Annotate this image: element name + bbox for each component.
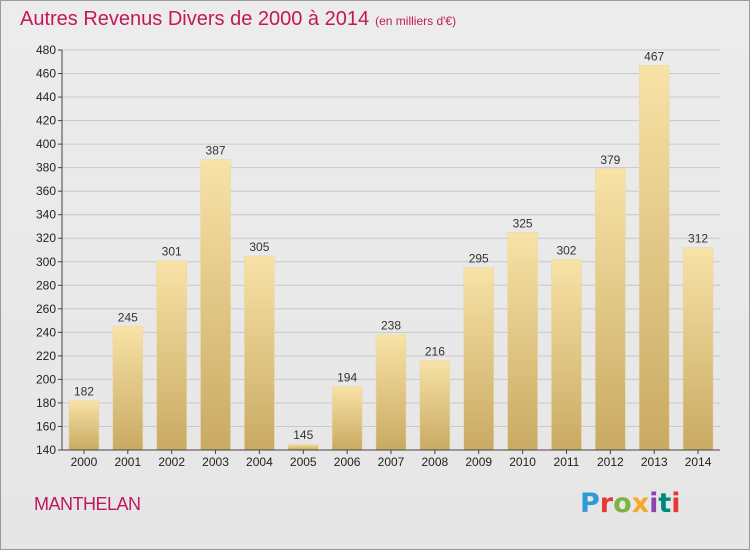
bar <box>112 326 144 451</box>
x-tick-label: 2010 <box>509 455 536 469</box>
x-tick-label: 2012 <box>597 455 624 469</box>
bar-value-label: 312 <box>688 232 708 246</box>
y-tick-label: 400 <box>36 137 56 151</box>
bar <box>375 334 407 451</box>
y-tick-label: 340 <box>36 208 56 222</box>
x-tick-label: 2011 <box>554 455 580 469</box>
bar-value-label: 238 <box>381 319 401 333</box>
x-tick-label: 2007 <box>378 455 405 469</box>
x-tick-label: 2001 <box>114 455 141 469</box>
y-tick-label: 240 <box>36 325 56 339</box>
y-tick-label: 300 <box>36 255 56 269</box>
bar <box>419 360 451 451</box>
bar <box>551 259 582 451</box>
y-tick-label: 140 <box>36 443 56 457</box>
bars: 182 245 301 387 305 145 194 238 216 295 325 302 379 4… <box>68 49 714 451</box>
bar-value-label: 305 <box>249 240 269 254</box>
bar-value-label: 379 <box>600 153 620 167</box>
x-tick-label: 2002 <box>158 455 185 469</box>
bar-value-label: 182 <box>74 385 94 399</box>
bar <box>288 443 319 451</box>
bar-value-label: 216 <box>425 345 445 359</box>
y-tick-label: 440 <box>36 90 56 104</box>
y-tick-label: 160 <box>36 419 56 433</box>
y-tick-label: 180 <box>36 396 56 410</box>
x-tick-label: 2006 <box>334 455 361 469</box>
bar <box>331 386 363 451</box>
bar-value-label: 194 <box>337 370 357 384</box>
x-tick-label: 2000 <box>71 455 98 469</box>
y-tick-label: 320 <box>36 231 56 245</box>
chart-title: Autres Revenus Divers de 2000 à 2014 <box>20 8 370 30</box>
chart-title-row: Autres Revenus Divers de 2000 à 2014 (en … <box>20 8 456 31</box>
bar-value-label: 467 <box>644 49 664 63</box>
bar <box>244 255 275 451</box>
bar <box>638 65 670 451</box>
bar-value-label: 145 <box>293 428 313 442</box>
x-tick-label: 2009 <box>465 455 492 469</box>
proxiti-logo: Proxiti <box>580 488 681 519</box>
bar <box>200 159 231 451</box>
bar <box>507 232 538 451</box>
y-tick-label: 420 <box>36 114 56 128</box>
bar <box>156 260 187 451</box>
bar-value-label: 295 <box>469 252 489 266</box>
x-tick-label: 2008 <box>422 455 449 469</box>
x-axis: 2000 2001 2002 2003 2004 2005 2006 2007 2008 2009… <box>62 449 720 469</box>
bar-value-label: 245 <box>118 310 138 324</box>
y-tick-label: 260 <box>36 302 56 316</box>
x-tick-label: 2003 <box>202 455 229 469</box>
y-tick-label: 460 <box>36 67 56 81</box>
x-tick-label: 2005 <box>290 455 317 469</box>
y-tick-label: 360 <box>36 184 56 198</box>
commune-name: MANTHELAN <box>34 494 141 514</box>
bar <box>463 267 494 451</box>
y-tick-label: 280 <box>36 278 56 292</box>
bar <box>595 168 626 451</box>
bar <box>682 247 714 451</box>
x-tick-label: 2014 <box>685 455 712 469</box>
y-tick-label: 480 <box>36 43 56 57</box>
x-tick-label: 2013 <box>641 455 668 469</box>
y-tick-label: 380 <box>36 161 56 175</box>
y-axis: 140 160 180 200 220 240 260 280 300 320 340 360 380 4… <box>36 43 63 457</box>
bar-value-label: 325 <box>513 216 533 230</box>
chart-subtitle: (en milliers d'€) <box>375 14 457 28</box>
bar <box>68 400 100 451</box>
bar-value-label: 302 <box>556 243 576 257</box>
x-tick-label: 2004 <box>246 455 273 469</box>
bar-value-label: 387 <box>206 143 226 157</box>
bar-value-label: 301 <box>162 245 182 259</box>
y-tick-label: 220 <box>36 349 56 363</box>
y-tick-label: 200 <box>36 372 56 386</box>
